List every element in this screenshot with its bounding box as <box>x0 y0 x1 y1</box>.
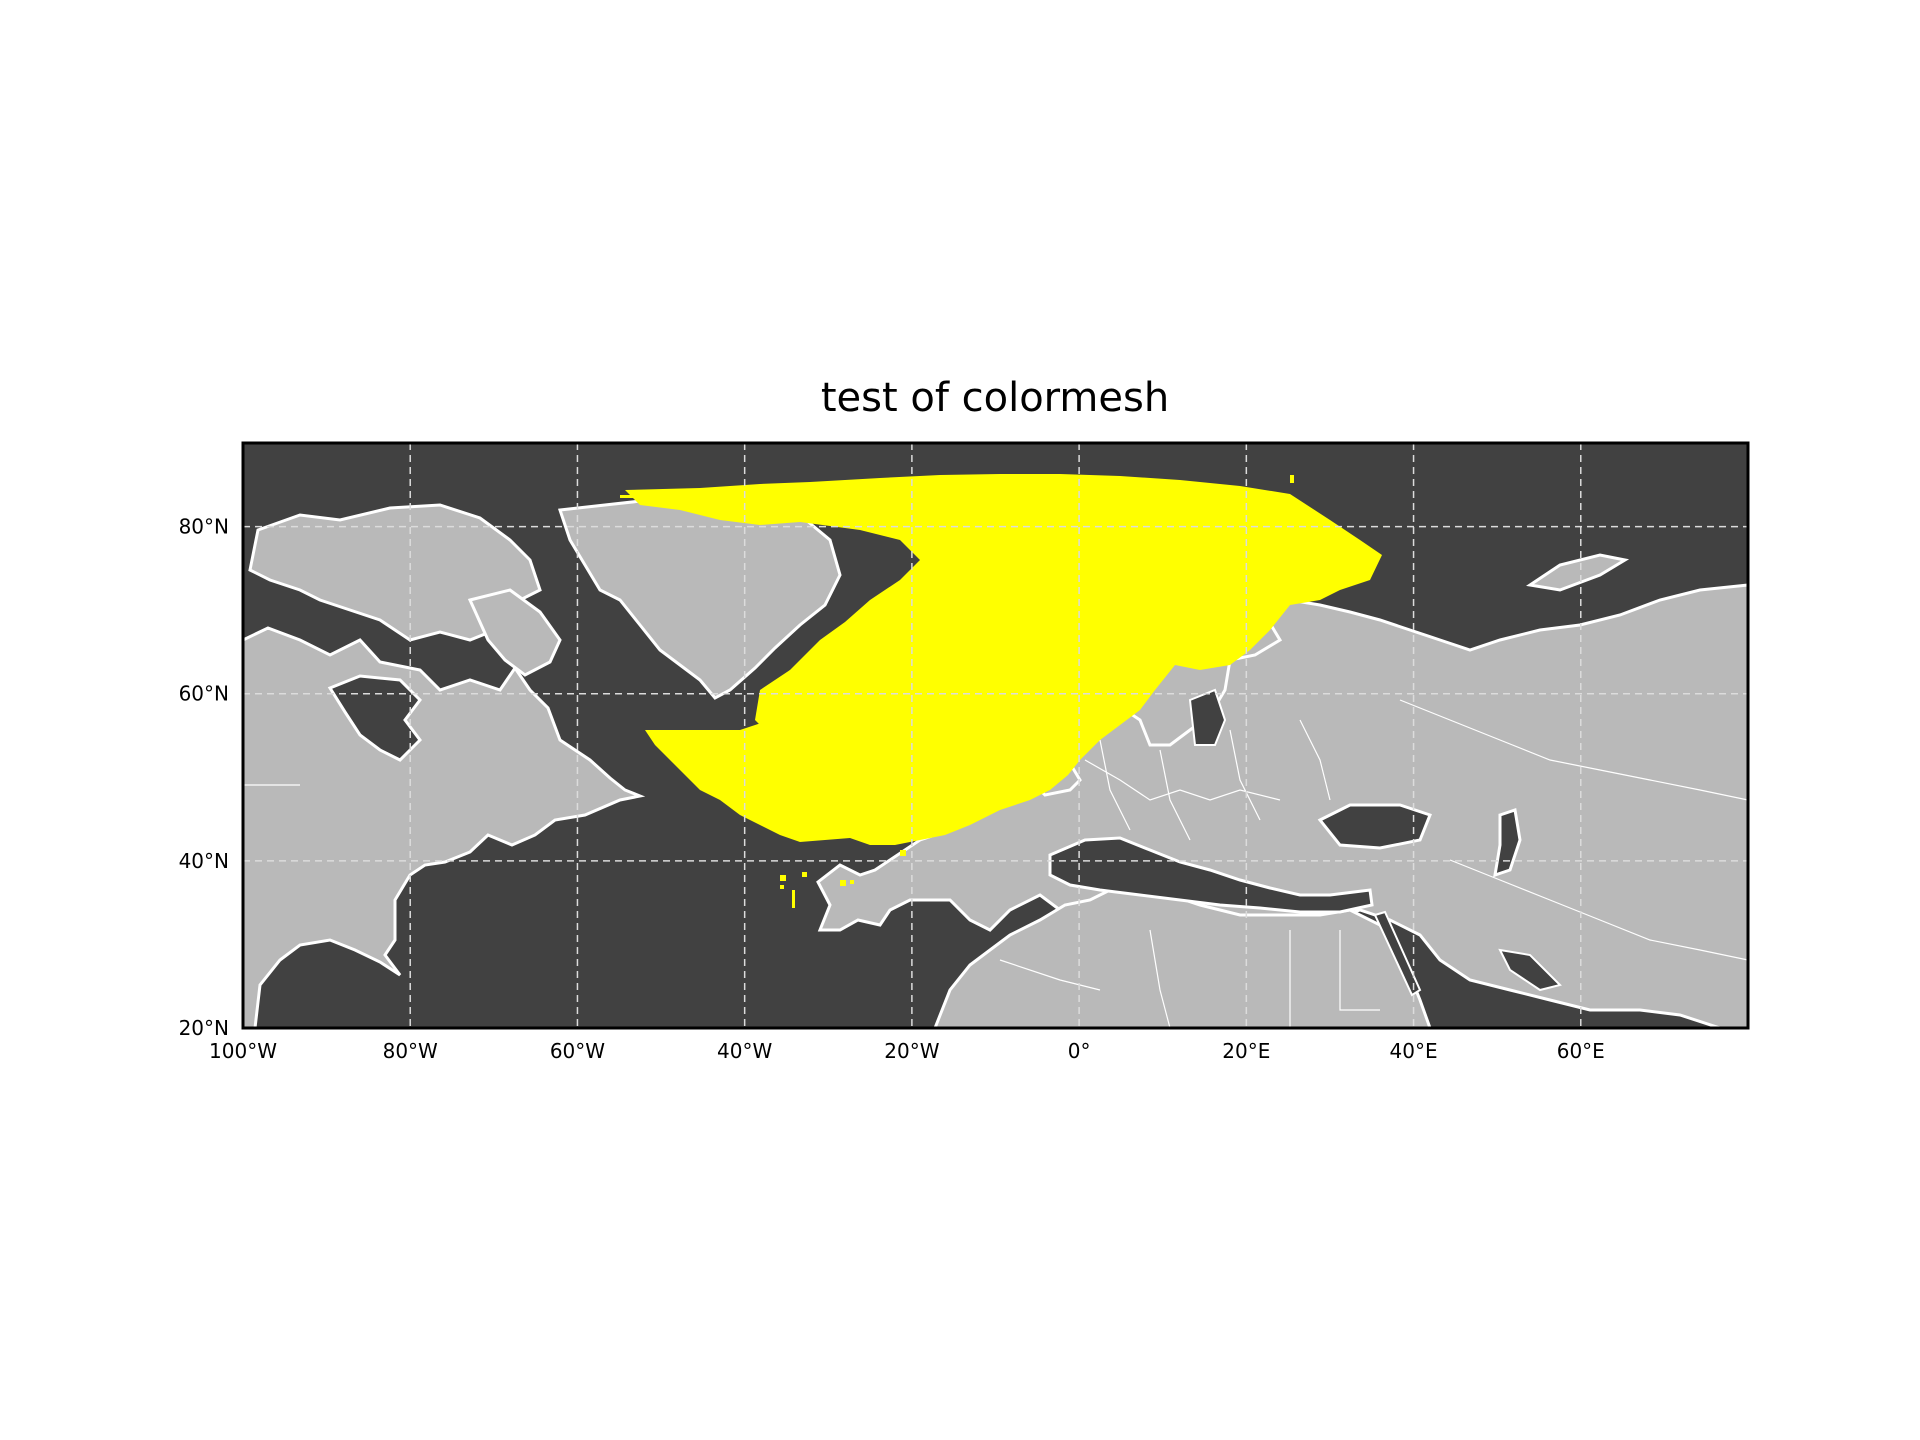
land-baffin-island <box>467 588 562 677</box>
mediterranean-sea <box>1048 836 1374 914</box>
x-tick-label: 80°W <box>383 1039 438 1063</box>
x-tick-label: 20°E <box>1222 1039 1270 1063</box>
colormesh-specks <box>620 475 1294 908</box>
country-borders <box>243 699 1748 1028</box>
x-tick-label: 40°E <box>1390 1039 1438 1063</box>
land-novaya-zemlya <box>1526 553 1630 592</box>
hudson-bay <box>327 674 422 762</box>
land-eurasia <box>816 583 1748 1028</box>
y-tick-label: 60°N <box>179 682 229 706</box>
colormesh-region-west <box>755 670 860 760</box>
map-axes <box>243 443 1748 1028</box>
x-tick-label: 40°W <box>717 1039 772 1063</box>
x-tick-label: 100°W <box>209 1039 277 1063</box>
x-tick-label: 0° <box>1068 1039 1091 1063</box>
y-tick-label: 80°N <box>179 515 229 539</box>
map-title: test of colormesh <box>820 375 1170 421</box>
caspian-sea <box>1493 808 1522 878</box>
red-sea <box>1373 910 1422 997</box>
map-frame <box>241 441 1750 1030</box>
gridlines <box>243 443 1748 1028</box>
baltic-sea <box>1188 688 1227 746</box>
y-tick-label: 40°N <box>179 849 229 873</box>
axis-ticks: 100°W 80°W 60°W 40°W 20°W 0° 20°E 40°E 60°E 20°N 4… <box>179 515 1605 1063</box>
persian-gulf <box>1498 948 1562 992</box>
y-tick-label: 20°N <box>179 1016 229 1040</box>
x-tick-label: 60°W <box>550 1039 605 1063</box>
land-north-america <box>243 626 646 1028</box>
x-tick-label: 20°W <box>884 1039 939 1063</box>
x-tick-label: 60°E <box>1557 1039 1605 1063</box>
black-sea <box>1317 803 1432 850</box>
